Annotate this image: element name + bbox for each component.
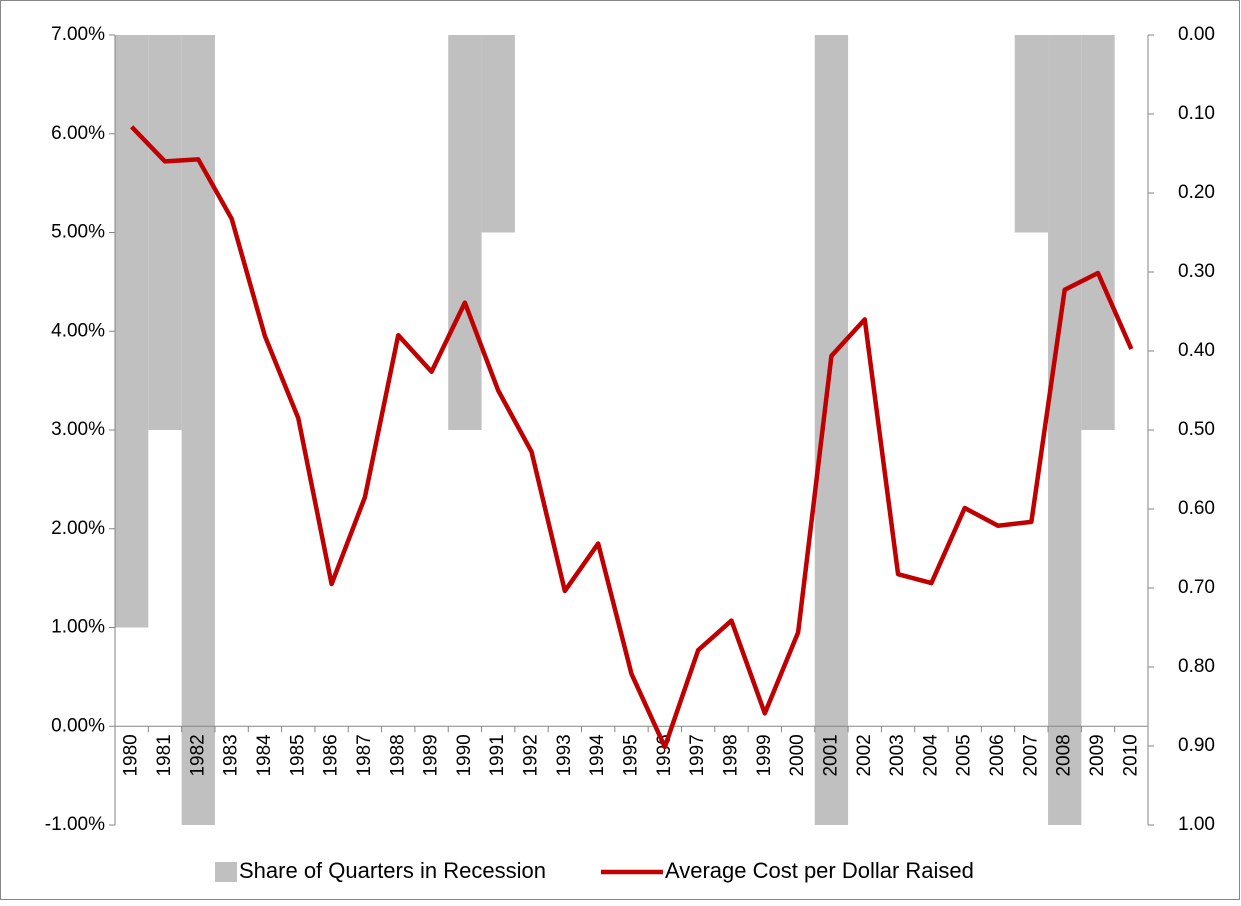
x-tick-label: 1999 [754,734,775,776]
y-tick-label: 3.00% [51,419,105,440]
recession-bar [148,35,182,430]
x-tick-label: 1995 [621,734,642,776]
x-tick-label: 1998 [720,734,741,776]
x-tick-label: 1990 [454,734,475,776]
y2-tick-label: 0.50 [1178,419,1215,440]
x-tick-label: 1989 [421,734,442,776]
x-tick-label: 1987 [354,734,375,776]
x-tick-label: 1986 [321,734,342,776]
x-tick-label: 2004 [920,734,941,777]
legend-label: Share of Quarters in Recession [239,858,546,883]
cost-line [130,125,1134,750]
y-tick-label: 1.00% [51,617,105,638]
recession-bar [181,35,215,825]
y2-tick-label: 0.30 [1178,261,1215,282]
y2-tick-label: 0.40 [1178,340,1215,361]
y2-tick-label: 0.80 [1178,656,1215,677]
x-tick-label: 2006 [987,734,1008,776]
recession-bar [448,35,482,430]
legend-swatch [215,862,237,882]
x-tick-label: 1983 [221,734,242,776]
y-tick-label: 4.00% [51,320,105,341]
x-tick-label: 1997 [687,734,708,776]
y-tick-label: 2.00% [51,518,105,539]
x-tick-label: 1982 [187,734,208,776]
y-tick-label: 7.00% [51,24,105,45]
recession-bar [1081,35,1115,430]
x-tick-label: 1994 [587,734,608,777]
x-tick-label: 1996 [654,734,675,776]
y-tick-label: -1.00% [45,814,105,835]
x-tick-label: 1985 [287,734,308,776]
y2-tick-label: 0.60 [1178,498,1215,519]
x-tick-label: 1993 [554,734,575,776]
y2-tick-label: 0.70 [1178,577,1215,598]
bars [115,35,1115,825]
y-tick-label: 6.00% [51,123,105,144]
x-tick-label: 2008 [1054,734,1075,776]
y-tick-label: 5.00% [51,222,105,243]
y2-tick-label: 1.00 [1178,814,1215,835]
y2-tick-label: 0.10 [1178,103,1215,124]
x-tick-label: 2010 [1120,734,1141,776]
recession-bar [814,35,849,825]
x-tick-label: 1992 [521,734,542,776]
y2-tick-label: 0.00 [1178,24,1215,45]
recession-bar [1048,35,1082,825]
recession-bar [1014,35,1049,233]
x-tick-label: 2000 [787,734,808,776]
x-tick-label: 2001 [820,734,841,776]
y2-tick-label: 0.20 [1178,182,1215,203]
x-tick-label: 2005 [954,734,975,776]
x-tick-label: 1981 [154,734,175,776]
legend-label: Average Cost per Dollar Raised [665,858,974,883]
x-tick-label: 2007 [1020,734,1041,776]
x-tick-label: 1991 [487,734,508,776]
x-tick-label: 2009 [1087,734,1108,776]
y2-tick-label: 0.90 [1178,735,1215,756]
x-tick-label: 1988 [387,734,408,776]
y-tick-label: 0.00% [51,715,105,736]
x-tick-label: 2003 [887,734,908,776]
x-tick-label: 2002 [854,734,875,776]
x-tick-label: 1980 [121,734,142,776]
recession-bar [481,35,515,233]
x-tick-label: 1984 [254,734,275,777]
recession-bar [115,35,149,628]
